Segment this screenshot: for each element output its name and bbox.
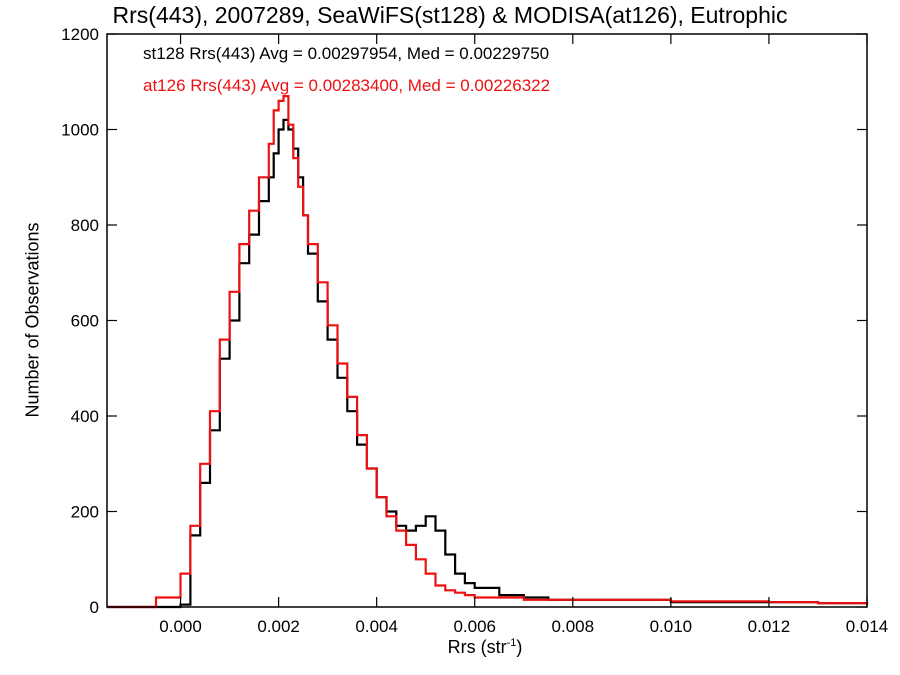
x-axis-label-end: ): [516, 637, 523, 657]
y-tick-label: 1200: [61, 25, 99, 44]
plot-frame: [106, 33, 868, 608]
x-tick-label: 0.012: [748, 617, 791, 636]
y-tick-label: 200: [71, 503, 99, 522]
y-tick-label: 600: [71, 312, 99, 331]
y-tick-label: 400: [71, 407, 99, 426]
x-axis-label-main: Rrs (str: [447, 637, 507, 657]
legend-entry-st128: st128 Rrs(443) Avg = 0.00297954, Med = 0…: [143, 44, 550, 63]
y-tick-label: 1000: [61, 121, 99, 140]
y-tick-label: 800: [71, 216, 99, 235]
x-axis-label-superscript: -1: [506, 637, 517, 649]
x-tick-label: 0.000: [159, 617, 202, 636]
x-tick-label: 0.010: [650, 617, 693, 636]
series-layer: [107, 95, 869, 609]
series-st128-line: [107, 118, 869, 609]
legend-entry-at126: at126 Rrs(443) Avg = 0.00283400, Med = 0…: [143, 76, 551, 95]
x-tick-label: 0.014: [846, 617, 889, 636]
x-tick-label: 0.006: [453, 617, 496, 636]
series-at126-line: [107, 95, 869, 609]
x-tick-label: 0.004: [355, 617, 398, 636]
x-axis-label: Rrs (str-1): [448, 637, 523, 658]
chart-title: Rrs(443), 2007289, SeaWiFS(st128) & MODI…: [112, 2, 788, 28]
ticks-layer: 0.000 0.002 0.004 0.006 0.008 0.010 0.012 0.014…: [61, 25, 888, 636]
y-tick-label: 0: [90, 598, 99, 617]
x-tick-label: 0.008: [552, 617, 595, 636]
x-tick-label: 0.002: [257, 617, 300, 636]
